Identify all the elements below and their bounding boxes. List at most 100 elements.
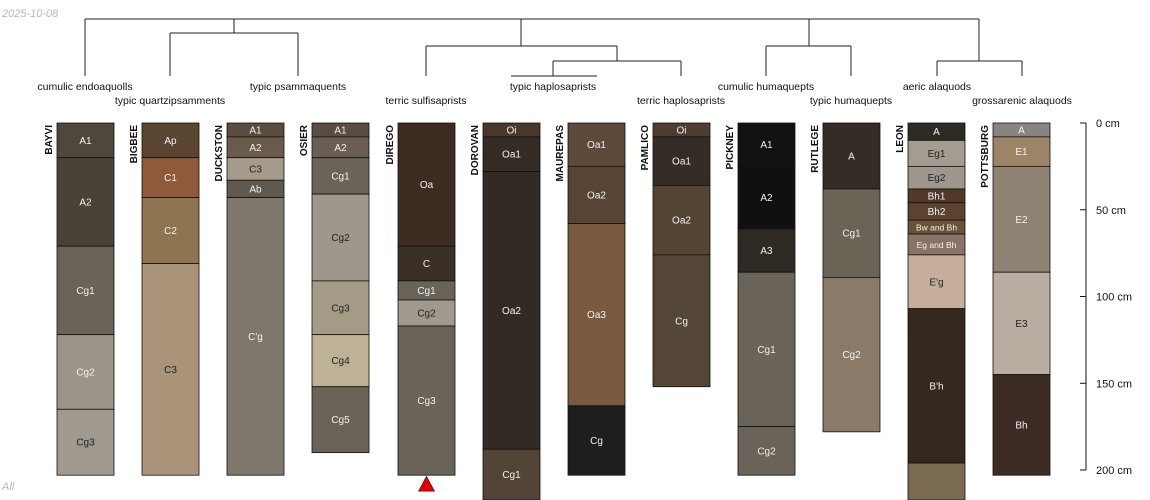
horizon-label: Oa1 (502, 150, 521, 161)
profile-maurepas: Oa1 Oa2 Oa3 Cg MAUREPAS (555, 122, 626, 476)
horizon-label: C2 (164, 226, 177, 237)
horizon-rect (992, 374, 1051, 476)
horizon-label: C3 (164, 365, 177, 376)
profile-label: MAUREPAS (555, 125, 566, 182)
horizon-rect (311, 157, 370, 195)
horizon-rect (141, 122, 200, 159)
horizon-rect (397, 122, 456, 247)
taxa-labels: cumulic endoaquolls typic quartzipsamment… (37, 81, 1071, 107)
dendrogram (84, 18, 1023, 77)
horizon-rect (822, 122, 881, 190)
depth-axis: 0 cm 50 cm 100 cm 150 cm 200 cm (1080, 118, 1132, 477)
horizon-label: Oa (420, 180, 434, 191)
horizon-rect (226, 197, 285, 476)
horizon-label: Cg1 (757, 345, 776, 356)
horizon-label: Bh1 (928, 191, 946, 202)
profile-pottsburg: A E1 E2 E3 Bh POTTSBURG (980, 122, 1051, 476)
horizon-label: Cg2 (842, 350, 861, 361)
profile-osier: A1 A2 Cg1 Cg2 Cg3 Cg4 Cg5 OSIER (299, 122, 370, 454)
horizon-label: Cg2 (331, 233, 350, 244)
horizon-rect (397, 299, 456, 327)
horizon-label: Cg5 (331, 415, 350, 426)
horizon-label: Oi (677, 125, 687, 136)
horizon-label: Cg3 (331, 303, 350, 314)
axis-tick-label: 150 cm (1096, 378, 1132, 390)
horizon-label: C'g (248, 332, 263, 343)
horizon-label: E'g (929, 277, 943, 288)
horizon-rect (822, 277, 881, 433)
corner-note: All (2, 481, 15, 493)
horizon-label: Cg3 (417, 396, 436, 407)
horizon-label: A (848, 151, 855, 162)
taxon-label: cumulic endoaquolls (37, 81, 132, 93)
horizon-label: C1 (164, 173, 177, 184)
horizon-label: Ab (249, 184, 262, 195)
profile-dorovan: Oi Oa1 Oa2 Cg1 DOROVAN (470, 122, 541, 500)
horizon-rect (311, 193, 370, 282)
horizon-rect (907, 462, 966, 500)
horizon-label: Bh (1015, 420, 1027, 431)
taxon-label: grossarenic alaquods (972, 95, 1072, 107)
horizon-label: Bh2 (928, 207, 946, 218)
profile-leon: A Eg1 Eg2 Bh1 Bh2 Bw and Bh Eg and Bh E'g B'h LEO… (895, 122, 966, 500)
horizon-rect (567, 165, 626, 225)
profile-label: LEON (895, 125, 906, 153)
horizon-label: A (1018, 125, 1025, 136)
horizon-label: Cg1 (76, 286, 95, 297)
horizon-rect (907, 254, 966, 310)
profile-label: DIREGO (385, 125, 396, 165)
horizon-label: Oa1 (587, 140, 606, 151)
taxon-label: terric haplosaprists (637, 95, 725, 107)
horizon-rect (311, 334, 370, 388)
profile-label: BIGBEE (129, 125, 140, 164)
profile-label: DOROVAN (470, 125, 481, 175)
horizon-label: A1 (334, 125, 347, 136)
horizon-label: Oa2 (502, 306, 521, 317)
profile-columns: A1 A2 Cg1 Cg2 Cg3 BAYVI Ap C1 C2 C3 BIGBEE A1 A2 C3 Ab… (44, 122, 1051, 500)
taxon-label: typic quartzipsamments (115, 95, 225, 107)
horizon-label: A1 (79, 136, 92, 147)
horizon-label: A3 (760, 246, 773, 257)
horizon-label: C (423, 259, 430, 270)
profile-pickney: A1 A2 A3 Cg1 Cg2 PICKNEY (725, 122, 796, 476)
horizon-label: Cg1 (331, 171, 350, 182)
horizon-rect (992, 271, 1051, 375)
axis-tick-label: 0 cm (1096, 118, 1120, 130)
horizon-label: A2 (79, 197, 92, 208)
taxon-label: typic haplosaprists (510, 81, 596, 93)
axis-tick-label: 100 cm (1096, 292, 1132, 304)
horizon-rect (992, 165, 1051, 273)
horizon-rect (397, 245, 456, 282)
horizon-rect (311, 280, 370, 336)
profile-pamlico: Oi Oa1 Oa2 Cg PAMLICO (640, 122, 711, 388)
horizon-rect (141, 263, 200, 476)
horizon-label: C3 (249, 164, 262, 175)
horizon-label: Eg1 (928, 149, 946, 160)
horizon-label: A2 (249, 143, 262, 154)
profile-duckston: A1 A2 C3 Ab C'g DUCKSTON (214, 122, 285, 476)
horizon-rect (56, 334, 115, 410)
horizon-label: Cg4 (331, 356, 350, 367)
horizon-label: Eg and Bh (917, 240, 957, 250)
axis-tick-label: 200 cm (1096, 465, 1132, 477)
horizon-label: A2 (334, 143, 347, 154)
horizon-rect (56, 157, 115, 247)
horizon-rect (482, 136, 541, 172)
horizon-label: Oi (507, 125, 517, 136)
horizon-rect (141, 157, 200, 199)
horizon-label: Oa3 (587, 310, 606, 321)
horizon-rect (567, 405, 626, 476)
horizon-rect (737, 426, 796, 476)
horizon-label: Cg (590, 436, 603, 447)
profile-label: PICKNEY (725, 125, 736, 170)
horizon-label: Bw and Bh (916, 223, 957, 233)
horizon-label: Cg1 (417, 286, 436, 297)
horizon-rect (56, 122, 115, 159)
horizon-rect (992, 136, 1051, 167)
horizon-rect (311, 386, 370, 454)
horizon-rect (652, 185, 711, 256)
horizon-label: Cg1 (502, 470, 521, 481)
horizon-rect (567, 223, 626, 407)
profile-label: DUCKSTON (214, 125, 225, 181)
